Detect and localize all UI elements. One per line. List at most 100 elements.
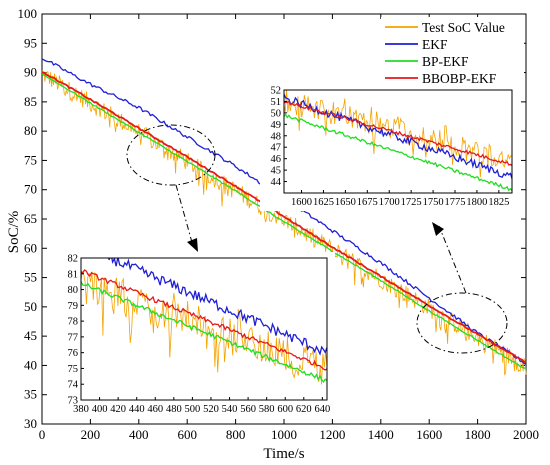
y-axis-label: SoC/% — [6, 211, 22, 254]
y-tick-label: 55 — [24, 270, 37, 285]
y-tick-label: 45 — [24, 328, 37, 343]
inset-x-tick-label: 1700 — [379, 197, 400, 208]
y-tick-label: 95 — [24, 35, 37, 50]
series-test-soc-line — [41, 70, 527, 376]
inset-series-bbobp-ekf-line — [284, 100, 512, 166]
x-tick-label: 1600 — [416, 427, 442, 442]
y-tick-label: 100 — [18, 6, 38, 21]
legend-label: BP-EKF — [422, 54, 469, 69]
inset-x-tick-label: 1800 — [466, 197, 487, 208]
inset-y-tick-label: 45 — [271, 166, 282, 177]
x-tick-label: 1000 — [271, 427, 297, 442]
x-tick-label: 200 — [81, 427, 101, 442]
inset-x-tick-label: 500 — [185, 404, 201, 415]
inset-zoom-380-640: 380 400 420 440 460 480 500 520 540 560 580 600 620 6… — [57, 252, 335, 418]
inset-zoom-1600-1825: 1600 1625 1650 1675 1700 1725 1750 1775 1800 1825… — [260, 84, 520, 211]
y-tick-label: 75 — [24, 152, 37, 167]
inset-y-tick-label: 44 — [271, 177, 282, 188]
inset-x-tick-label: 1625 — [313, 197, 334, 208]
inset-frame — [80, 257, 328, 401]
inset-series-test-soc-value-line — [284, 90, 512, 178]
inset-y-tick-label: 46 — [271, 154, 282, 165]
inset-y-tick-label: 49 — [271, 120, 282, 131]
zoom-ellipse-right — [416, 292, 508, 354]
inset-x-tick-label: 620 — [296, 404, 312, 415]
x-tick-label: 1400 — [368, 427, 394, 442]
inset-x-tick-label: 580 — [259, 404, 275, 415]
zoom-arrowhead-right — [432, 222, 444, 236]
inset-x-tick-label: 1675 — [357, 197, 378, 208]
inset-x-tick-label: 420 — [110, 404, 126, 415]
inset-y-tick-label: 81 — [68, 269, 79, 280]
zoom-arrowhead-left — [187, 238, 198, 252]
y-tick-label: 60 — [24, 240, 37, 255]
x-tick-label: 0 — [39, 427, 46, 442]
y-tick-label: 65 — [24, 211, 37, 226]
x-tick-label: 600 — [177, 427, 197, 442]
x-tick-label: 1200 — [319, 427, 345, 442]
inset-series — [284, 90, 512, 192]
inset-y-tick-label: 77 — [68, 332, 79, 343]
inset-frame — [283, 89, 513, 194]
inset-x-tick-label: 380 — [73, 404, 89, 415]
inset-series-bp-ekf-line — [284, 113, 512, 192]
inset-y-tick-label: 50 — [271, 108, 282, 119]
main-axes: 0 200 400 600 800 1000 1200 1400 1600 1800 2000 30 3… — [18, 6, 540, 442]
legend-label: BBOBP-EKF — [422, 71, 497, 86]
zoom-arrow-right — [438, 225, 467, 294]
inset-y-tick-label: 79 — [68, 301, 79, 312]
inset-x-tick-label: 480 — [166, 404, 182, 415]
inset-y-tick-label: 80 — [68, 285, 79, 296]
inset-y-tick-label: 76 — [68, 348, 79, 359]
legend-label: Test SoC Value — [422, 20, 505, 35]
inset-x-tick-label: 1775 — [445, 197, 466, 208]
x-tick-label: 1800 — [465, 427, 491, 442]
inset-x-tick-label: 1650 — [335, 197, 356, 208]
zoom-ellipse-left — [126, 124, 216, 186]
inset-x-tick-label: 600 — [277, 404, 293, 415]
inset-y-tick-label: 73 — [68, 396, 79, 407]
y-tick-label: 85 — [24, 94, 37, 109]
inset-y-tick-label: 74 — [68, 380, 79, 391]
legend-label: EKF — [422, 37, 448, 52]
inset-x-tick-label: 1825 — [488, 197, 509, 208]
inset-x-tick-label: 1600 — [291, 197, 312, 208]
y-tick-label: 80 — [24, 123, 37, 138]
inset-series-test-soc-value-line — [81, 270, 327, 385]
y-tick-label: 35 — [24, 387, 37, 402]
zoom-arrow-left — [175, 184, 194, 247]
inset-x-tick-label: 400 — [92, 404, 108, 415]
inset-y-tick-label: 78 — [68, 317, 79, 328]
inset-series-ekf-line — [284, 93, 512, 179]
inset-background — [260, 84, 520, 211]
y-tick-label: 70 — [24, 182, 37, 197]
series-bp-ekf-line — [41, 73, 527, 370]
x-tick-label: 800 — [226, 427, 246, 442]
x-tick-label: 400 — [129, 427, 149, 442]
inset-x-tick-label: 540 — [222, 404, 238, 415]
x-tick-label: 2000 — [513, 427, 539, 442]
inset-series-bbobp-ekf-line — [81, 269, 327, 371]
inset-x-tick-label: 560 — [240, 404, 256, 415]
inset-x-tick-label: 460 — [147, 404, 163, 415]
inset-x-tick-label: 1725 — [401, 197, 422, 208]
inset-y-tick-label: 47 — [271, 143, 282, 154]
y-tick-label: 90 — [24, 65, 37, 80]
inset-series-ekf-line — [105, 258, 327, 356]
legend-background — [381, 17, 524, 87]
y-tick-label: 30 — [24, 416, 37, 431]
x-axis-label: Time/s — [263, 446, 304, 462]
inset-x-tick-label: 640 — [314, 404, 330, 415]
inset-y-tick-label: 75 — [68, 364, 79, 375]
inset-x-tick-label: 1750 — [423, 197, 444, 208]
inset-y-tick-label: 48 — [271, 131, 282, 142]
series-bbobp-ekf-line — [41, 71, 527, 364]
inset-x-tick-label: 440 — [129, 404, 145, 415]
legend: Test SoC Value EKF BP-EKF BBOBP-EKF — [381, 17, 524, 87]
inset-y-tick-label: 51 — [271, 97, 282, 108]
inset-series-bp-ekf-line — [81, 281, 327, 384]
inset-series — [81, 258, 327, 385]
inset-y-tick-label: 52 — [271, 86, 282, 97]
inset-x-tick-label: 520 — [203, 404, 219, 415]
